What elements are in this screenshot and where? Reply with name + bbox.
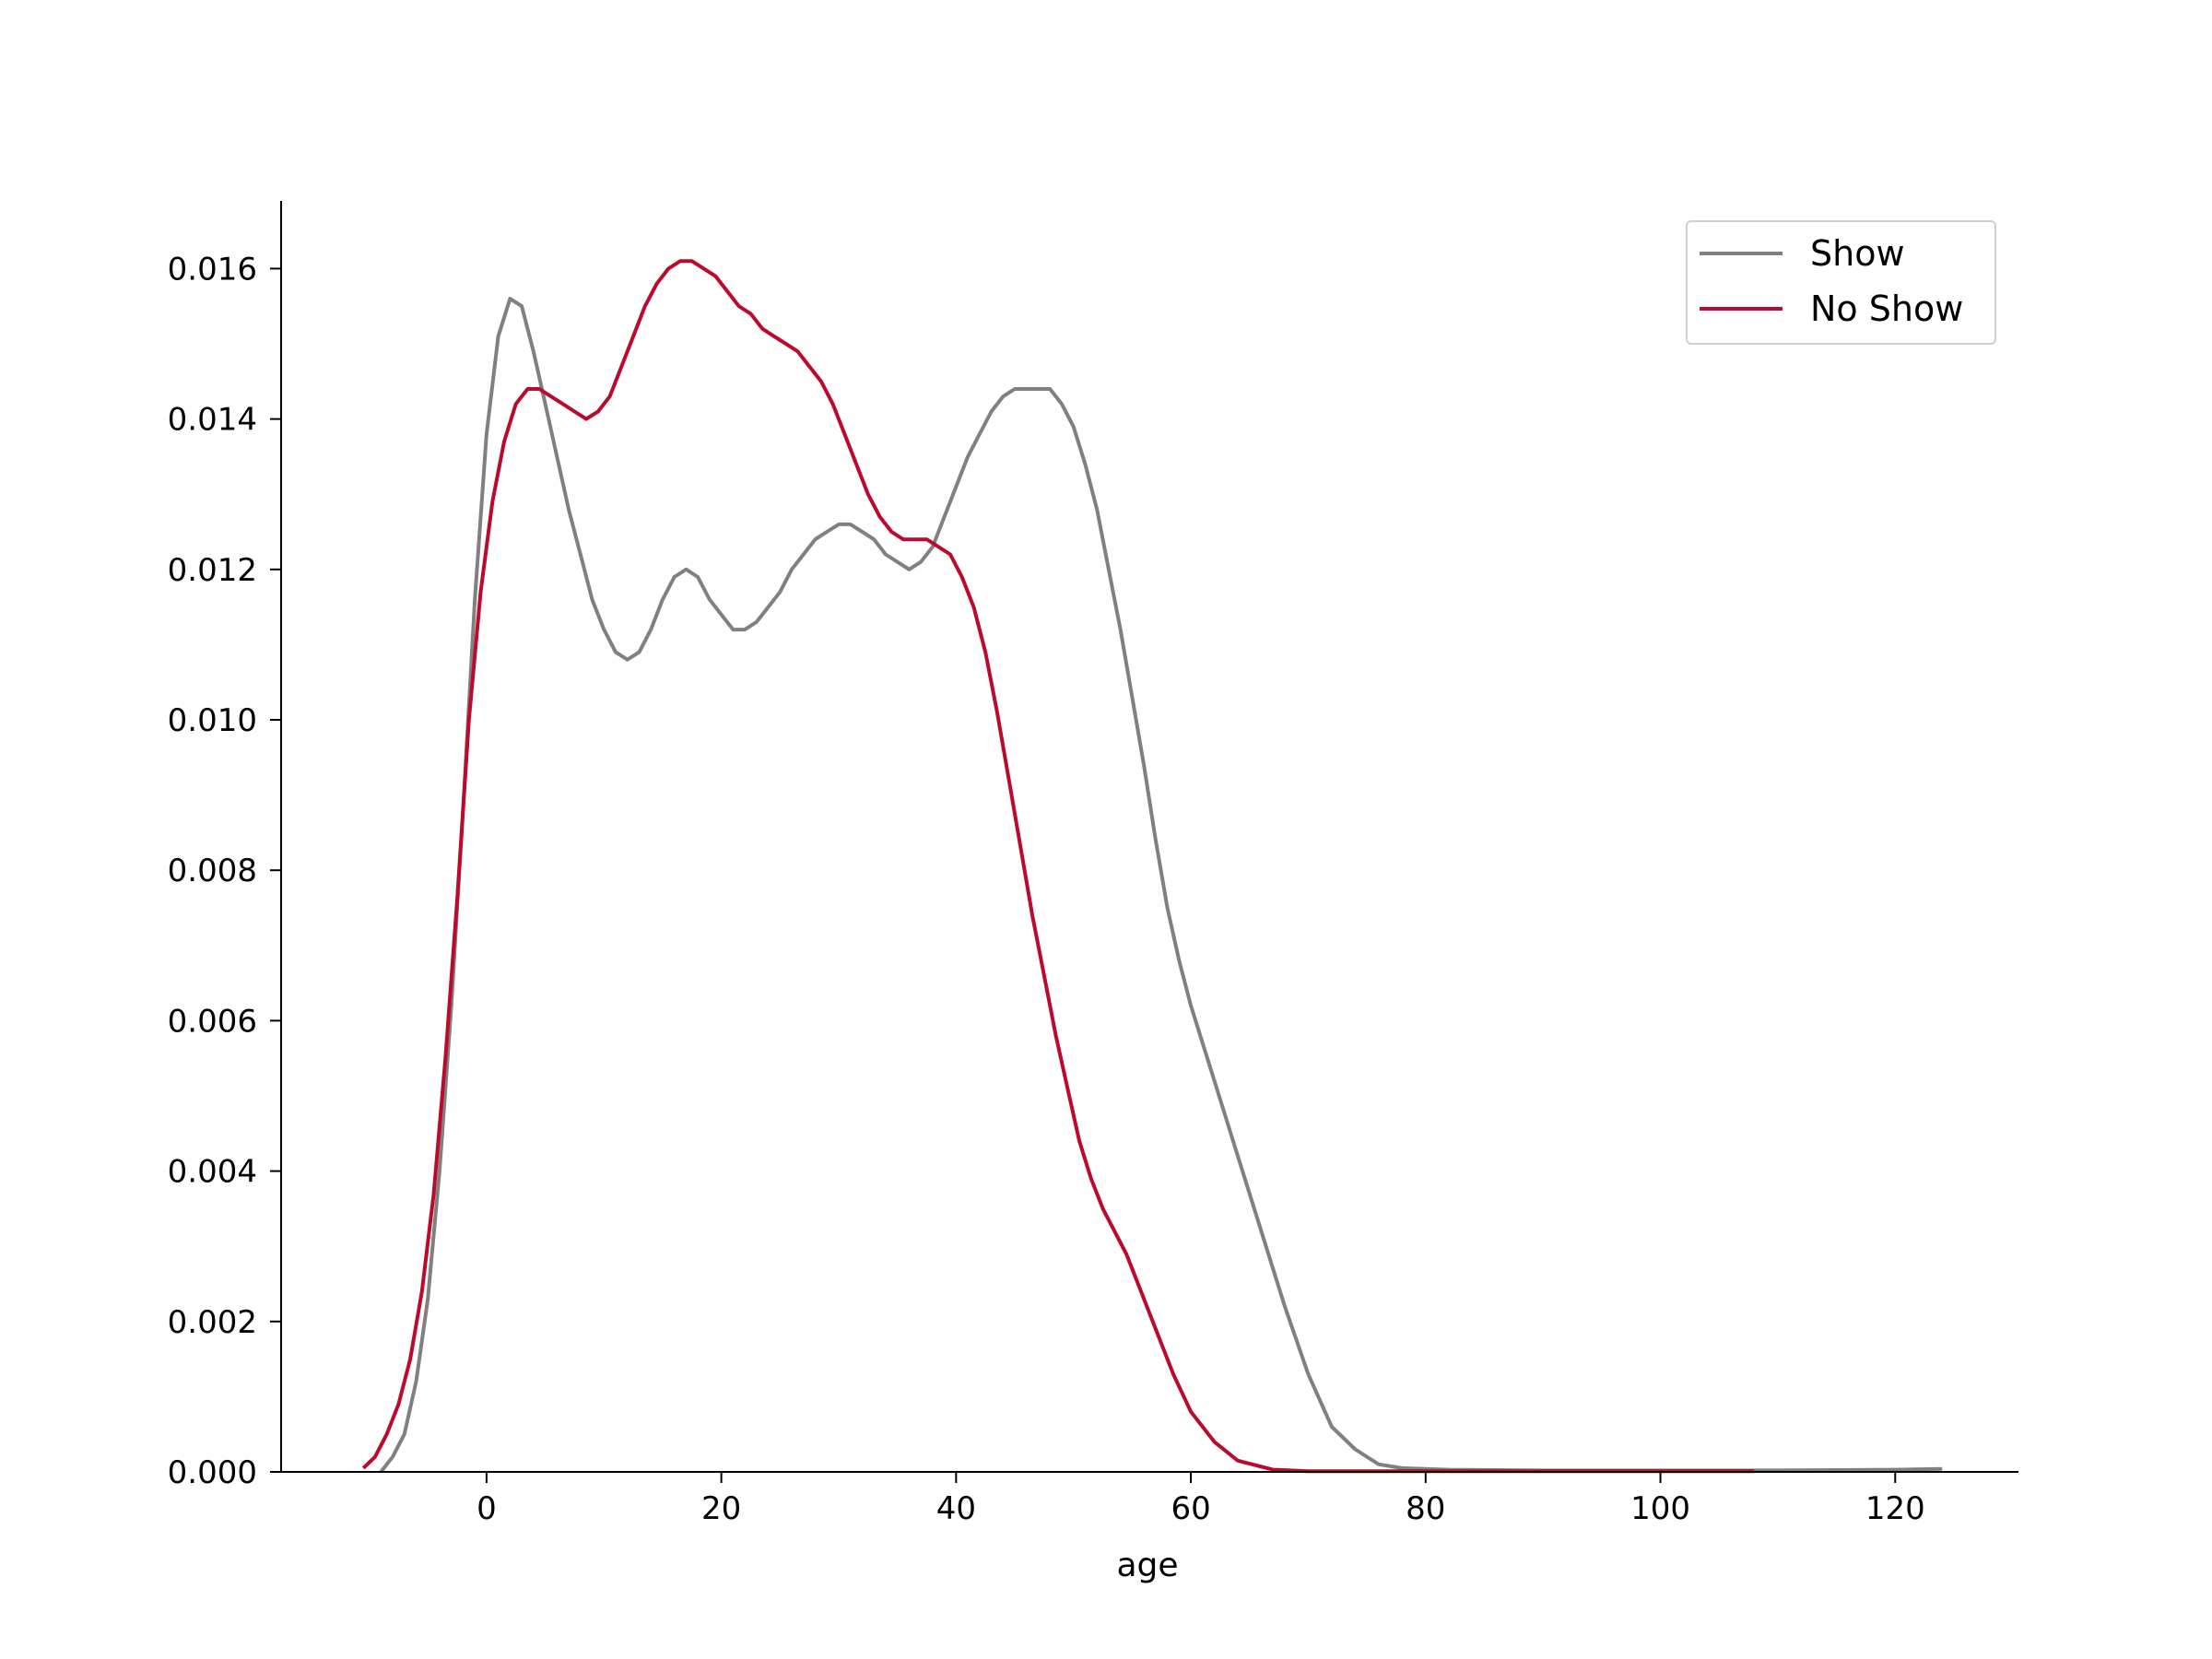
x-tick-label: 80 [1406,1490,1445,1527]
y-tick-label: 0.004 [168,1154,257,1191]
x-tick-label: 120 [1865,1490,1925,1527]
y-tick-label: 0.014 [168,402,257,439]
ticks-layer: 0 20 40 60 80 100 120 0.000 0.002 0.004 0.006 0.008… [168,251,1925,1527]
y-tick-label: 0.006 [168,1003,257,1040]
y-tick-label: 0.008 [168,853,257,889]
series-line-show [379,297,1943,1474]
series-layer [361,259,1943,1474]
x-tick-label: 60 [1171,1490,1210,1527]
legend-label-no-show: No Show [1810,288,1963,329]
legend-label-show: Show [1810,233,1905,274]
x-axis-label: age [1116,1547,1178,1584]
x-tick-label: 0 [477,1490,497,1527]
legend: Show No Show [1686,220,1996,345]
y-tick-label: 0.010 [168,702,257,739]
y-tick-label: 0.012 [168,552,257,589]
y-tick-label: 0.000 [168,1454,257,1491]
y-tick-label: 0.002 [168,1304,257,1341]
x-tick-label: 20 [701,1490,741,1527]
axes-layer [280,201,2018,1473]
y-tick-label: 0.016 [168,251,257,288]
series-line-no-show [361,259,1755,1474]
x-tick-label: 100 [1630,1490,1690,1527]
x-tick-label: 40 [936,1490,976,1527]
